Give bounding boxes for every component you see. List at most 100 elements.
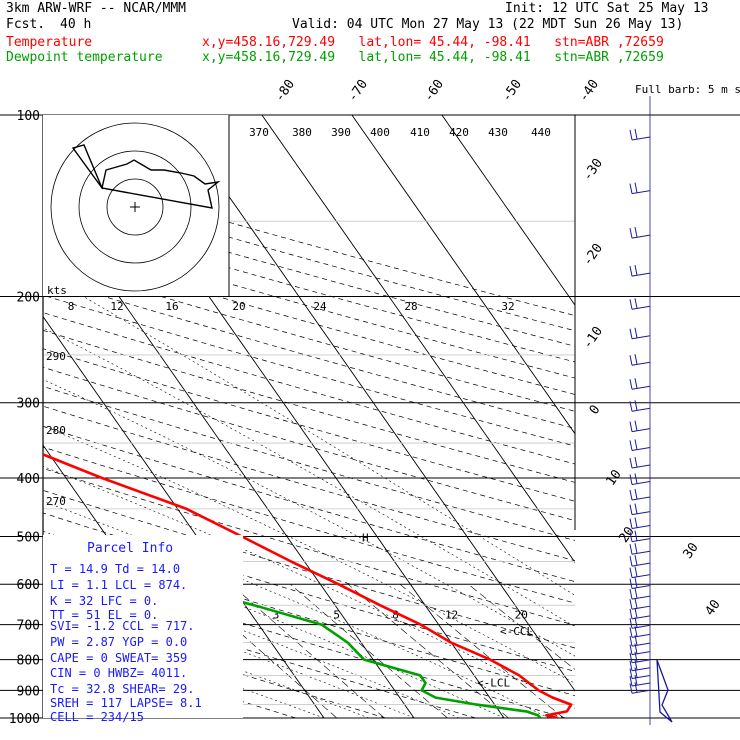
wind-barb: [634, 651, 638, 662]
wind-barb: [629, 489, 633, 501]
wind-barb: [629, 299, 633, 310]
wind-barb: [631, 525, 651, 529]
wind-barb: [631, 481, 651, 486]
parcel-info-panel: Parcel Info T = 14.9 Td = 14.0 LI = 1.1 …: [43, 535, 243, 724]
wind-barb: [629, 183, 633, 194]
moist-adiabat: [43, 500, 550, 718]
wind-barb: [631, 428, 651, 433]
init-time: Init: 12 UTC Sat 25 May 13: [505, 1, 709, 16]
wind-barb: [634, 674, 638, 686]
wind-barb: [634, 456, 638, 468]
parcel-row: CAPE = 0 SWEAT= 359: [50, 651, 187, 665]
parcel-row: Tc = 32.8 SHEAR= 29.: [50, 682, 195, 696]
hodograph-trace: [71, 144, 221, 209]
wind-barb: [629, 556, 633, 567]
theta-label: 400: [370, 126, 390, 139]
forecast-label: Fcst.: [6, 17, 46, 32]
wind-barb: [629, 328, 633, 339]
wind-barb: [634, 555, 638, 566]
wind-barb: [634, 543, 638, 554]
hodograph-ring: [78, 150, 192, 264]
temperature-location: x,y=458.16,729.49 lat,lon= 45.44, -98.41…: [202, 35, 664, 50]
parcel-row: K = 32 LFC = 0.: [50, 594, 158, 608]
wind-barb: [629, 636, 633, 647]
wind-barb: [634, 298, 638, 309]
wind-barb: [629, 531, 633, 542]
wind-barb: [634, 378, 638, 389]
theta-label: 270: [46, 495, 66, 508]
theta-label: 380: [292, 126, 312, 139]
wind-barb: [634, 617, 638, 628]
hodograph-speed-label: 8: [68, 300, 75, 313]
wind-barb: [629, 227, 633, 239]
wind-barb: [629, 266, 633, 277]
moist-adiabat: [43, 327, 575, 628]
wind-barb: [631, 675, 651, 679]
wind-barb: [631, 496, 651, 501]
wind-barb: [634, 626, 638, 637]
wind-barb: [629, 608, 633, 620]
wind-barb: [629, 652, 633, 663]
wind-barb: [631, 667, 651, 672]
temperature-legend: Temperature: [6, 35, 93, 50]
theta-label: 430: [488, 126, 508, 139]
parcel-info-title: Parcel Info: [87, 541, 173, 556]
isotherm: [351, 115, 575, 435]
wind-barb: [634, 182, 638, 193]
wind-barb: [629, 618, 633, 629]
wind-barb: [629, 567, 633, 578]
wind-barb: [634, 643, 638, 654]
wind-barb: [634, 400, 638, 411]
wind-barb: [631, 511, 651, 516]
mixing-ratio-line: [468, 583, 575, 670]
pressure-label: 500: [17, 530, 40, 545]
wind-barb: [634, 577, 638, 588]
wind-barb: [634, 354, 638, 365]
wind-barb: [634, 439, 638, 450]
isotherm: [43, 315, 325, 718]
wind-barb: [629, 675, 633, 687]
wind-barb: [634, 635, 638, 646]
wind-barb: [629, 355, 633, 366]
hodograph-ring: [50, 122, 220, 292]
parcel-row: LI = 1.1 LCL = 874.: [50, 578, 187, 592]
hodograph-speed-label: 32: [501, 300, 514, 313]
wind-barb: [634, 607, 638, 619]
pressure-label: 300: [17, 397, 40, 412]
wind-barb: [629, 457, 633, 469]
hodograph-inset: kts: [43, 115, 230, 297]
temperature-tick-label: -50: [499, 77, 525, 105]
moist-adiabat: [43, 379, 575, 657]
hodograph-speed-label: 12: [110, 300, 123, 313]
mixing-ratio-label: 12: [445, 609, 458, 622]
wind-barb: [634, 420, 638, 431]
hodograph-speed-label: 16: [165, 300, 178, 313]
parcel-row: T = 14.9 Td = 14.0: [50, 562, 180, 576]
temperature-tick-label: -30: [580, 156, 606, 184]
temperature-tick-label: -10: [580, 324, 606, 352]
temperature-tick-label: 20: [616, 524, 637, 545]
dewpoint-location: x,y=458.16,729.49 lat,lon= 45.44, -98.41…: [202, 50, 664, 65]
mixing-ratio-line: [399, 583, 564, 718]
wind-barb: [631, 234, 651, 239]
wind-barb: [629, 401, 633, 412]
wind-barb: [634, 503, 638, 514]
wind-barb: [629, 518, 633, 529]
wind-barb: [634, 587, 638, 599]
wind-barb: [634, 128, 638, 140]
wind-barb: [634, 530, 638, 541]
wind-barb: [629, 660, 633, 671]
pressure-label: 400: [17, 472, 40, 487]
mixing-ratio-label: 20: [515, 609, 528, 622]
pressure-label: 700: [17, 619, 40, 634]
barb-legend: Full barb: 5 m s⁻¹: [635, 83, 740, 96]
wind-barb: [634, 667, 638, 678]
dewpoint-legend: Dewpoint temperature: [6, 50, 163, 65]
theta-label: 440: [531, 126, 551, 139]
wind-barb: [629, 440, 633, 451]
wind-barb: [634, 226, 638, 238]
wind-barb: [634, 517, 638, 528]
theta-label: 390: [331, 126, 351, 139]
wind-barb: [631, 305, 651, 310]
wind-barb: [629, 578, 633, 589]
